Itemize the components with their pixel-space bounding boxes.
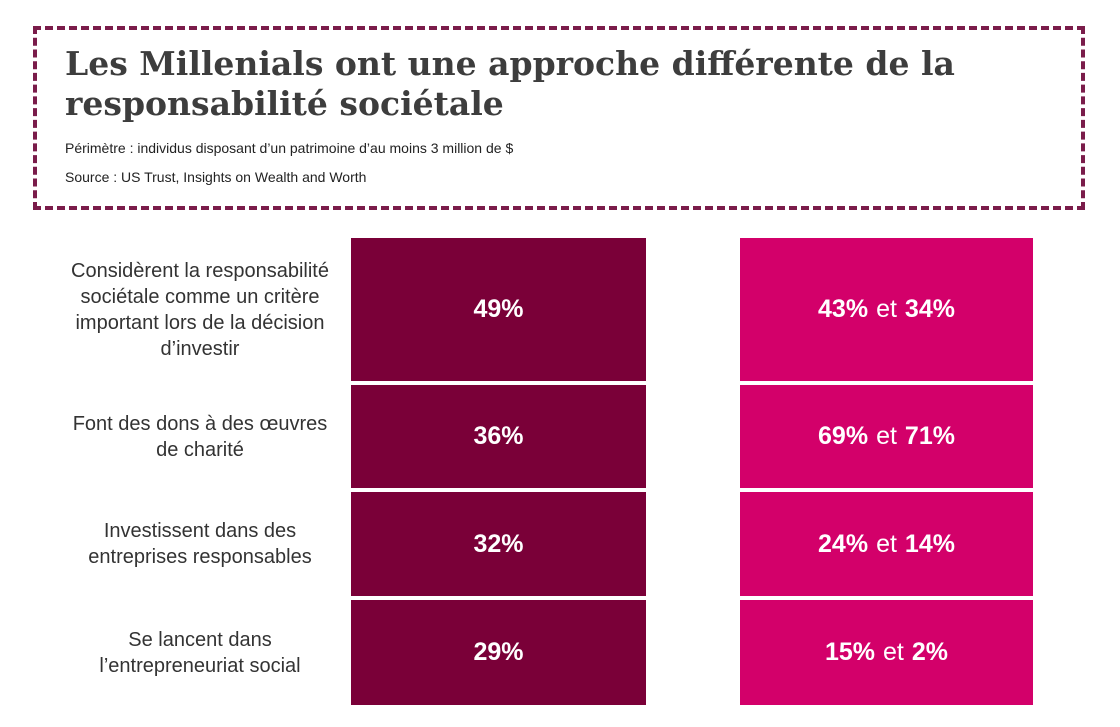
right-value-b: 71% xyxy=(904,422,955,450)
header-box: Les Millenials ont une approche différen… xyxy=(33,26,1085,210)
left-value-cell: 29% xyxy=(351,600,646,705)
right-value-cell: 15% et 2% xyxy=(740,600,1033,705)
perimeter-note: Périmètre : individus disposant d’un pat… xyxy=(65,140,514,156)
right-value-a: 69% xyxy=(818,422,869,450)
row-label: Font des dons à des œuvres de charité xyxy=(72,412,328,461)
left-value-cell: 49% xyxy=(351,238,646,381)
right-separator: et xyxy=(876,529,897,558)
left-value: 36% xyxy=(473,422,524,450)
right-value-b: 34% xyxy=(904,295,955,323)
right-separator: et xyxy=(883,638,904,666)
right-value-b: 2% xyxy=(911,638,949,666)
left-value: 29% xyxy=(473,638,524,666)
right-value-a: 15% xyxy=(824,638,876,666)
source-note: Source : US Trust, Insights on Wealth an… xyxy=(65,169,367,185)
left-value: 32% xyxy=(473,529,524,558)
right-value-cell: 69% et 71% xyxy=(740,385,1033,488)
right-separator: et xyxy=(876,422,897,450)
left-value-cell: 36% xyxy=(351,385,646,488)
right-value-b: 14% xyxy=(904,529,955,558)
right-separator: et xyxy=(876,295,897,323)
row-label: Se lancent dans l’entrepreneuriat social xyxy=(99,628,301,677)
right-value-a: 24% xyxy=(818,529,869,558)
page-title: Les Millenials ont une approche différen… xyxy=(65,44,955,123)
row-label: Investissent dans des entreprises respon… xyxy=(88,520,312,568)
left-value: 49% xyxy=(473,295,524,323)
right-value-cell: 43% et 34% xyxy=(740,238,1033,381)
left-value-cell: 32% xyxy=(351,492,646,596)
row-label: Considèrent la responsabilité sociétale … xyxy=(71,259,329,360)
right-value-a: 43% xyxy=(818,295,869,323)
right-value-cell: 24% et 14% xyxy=(740,492,1033,596)
